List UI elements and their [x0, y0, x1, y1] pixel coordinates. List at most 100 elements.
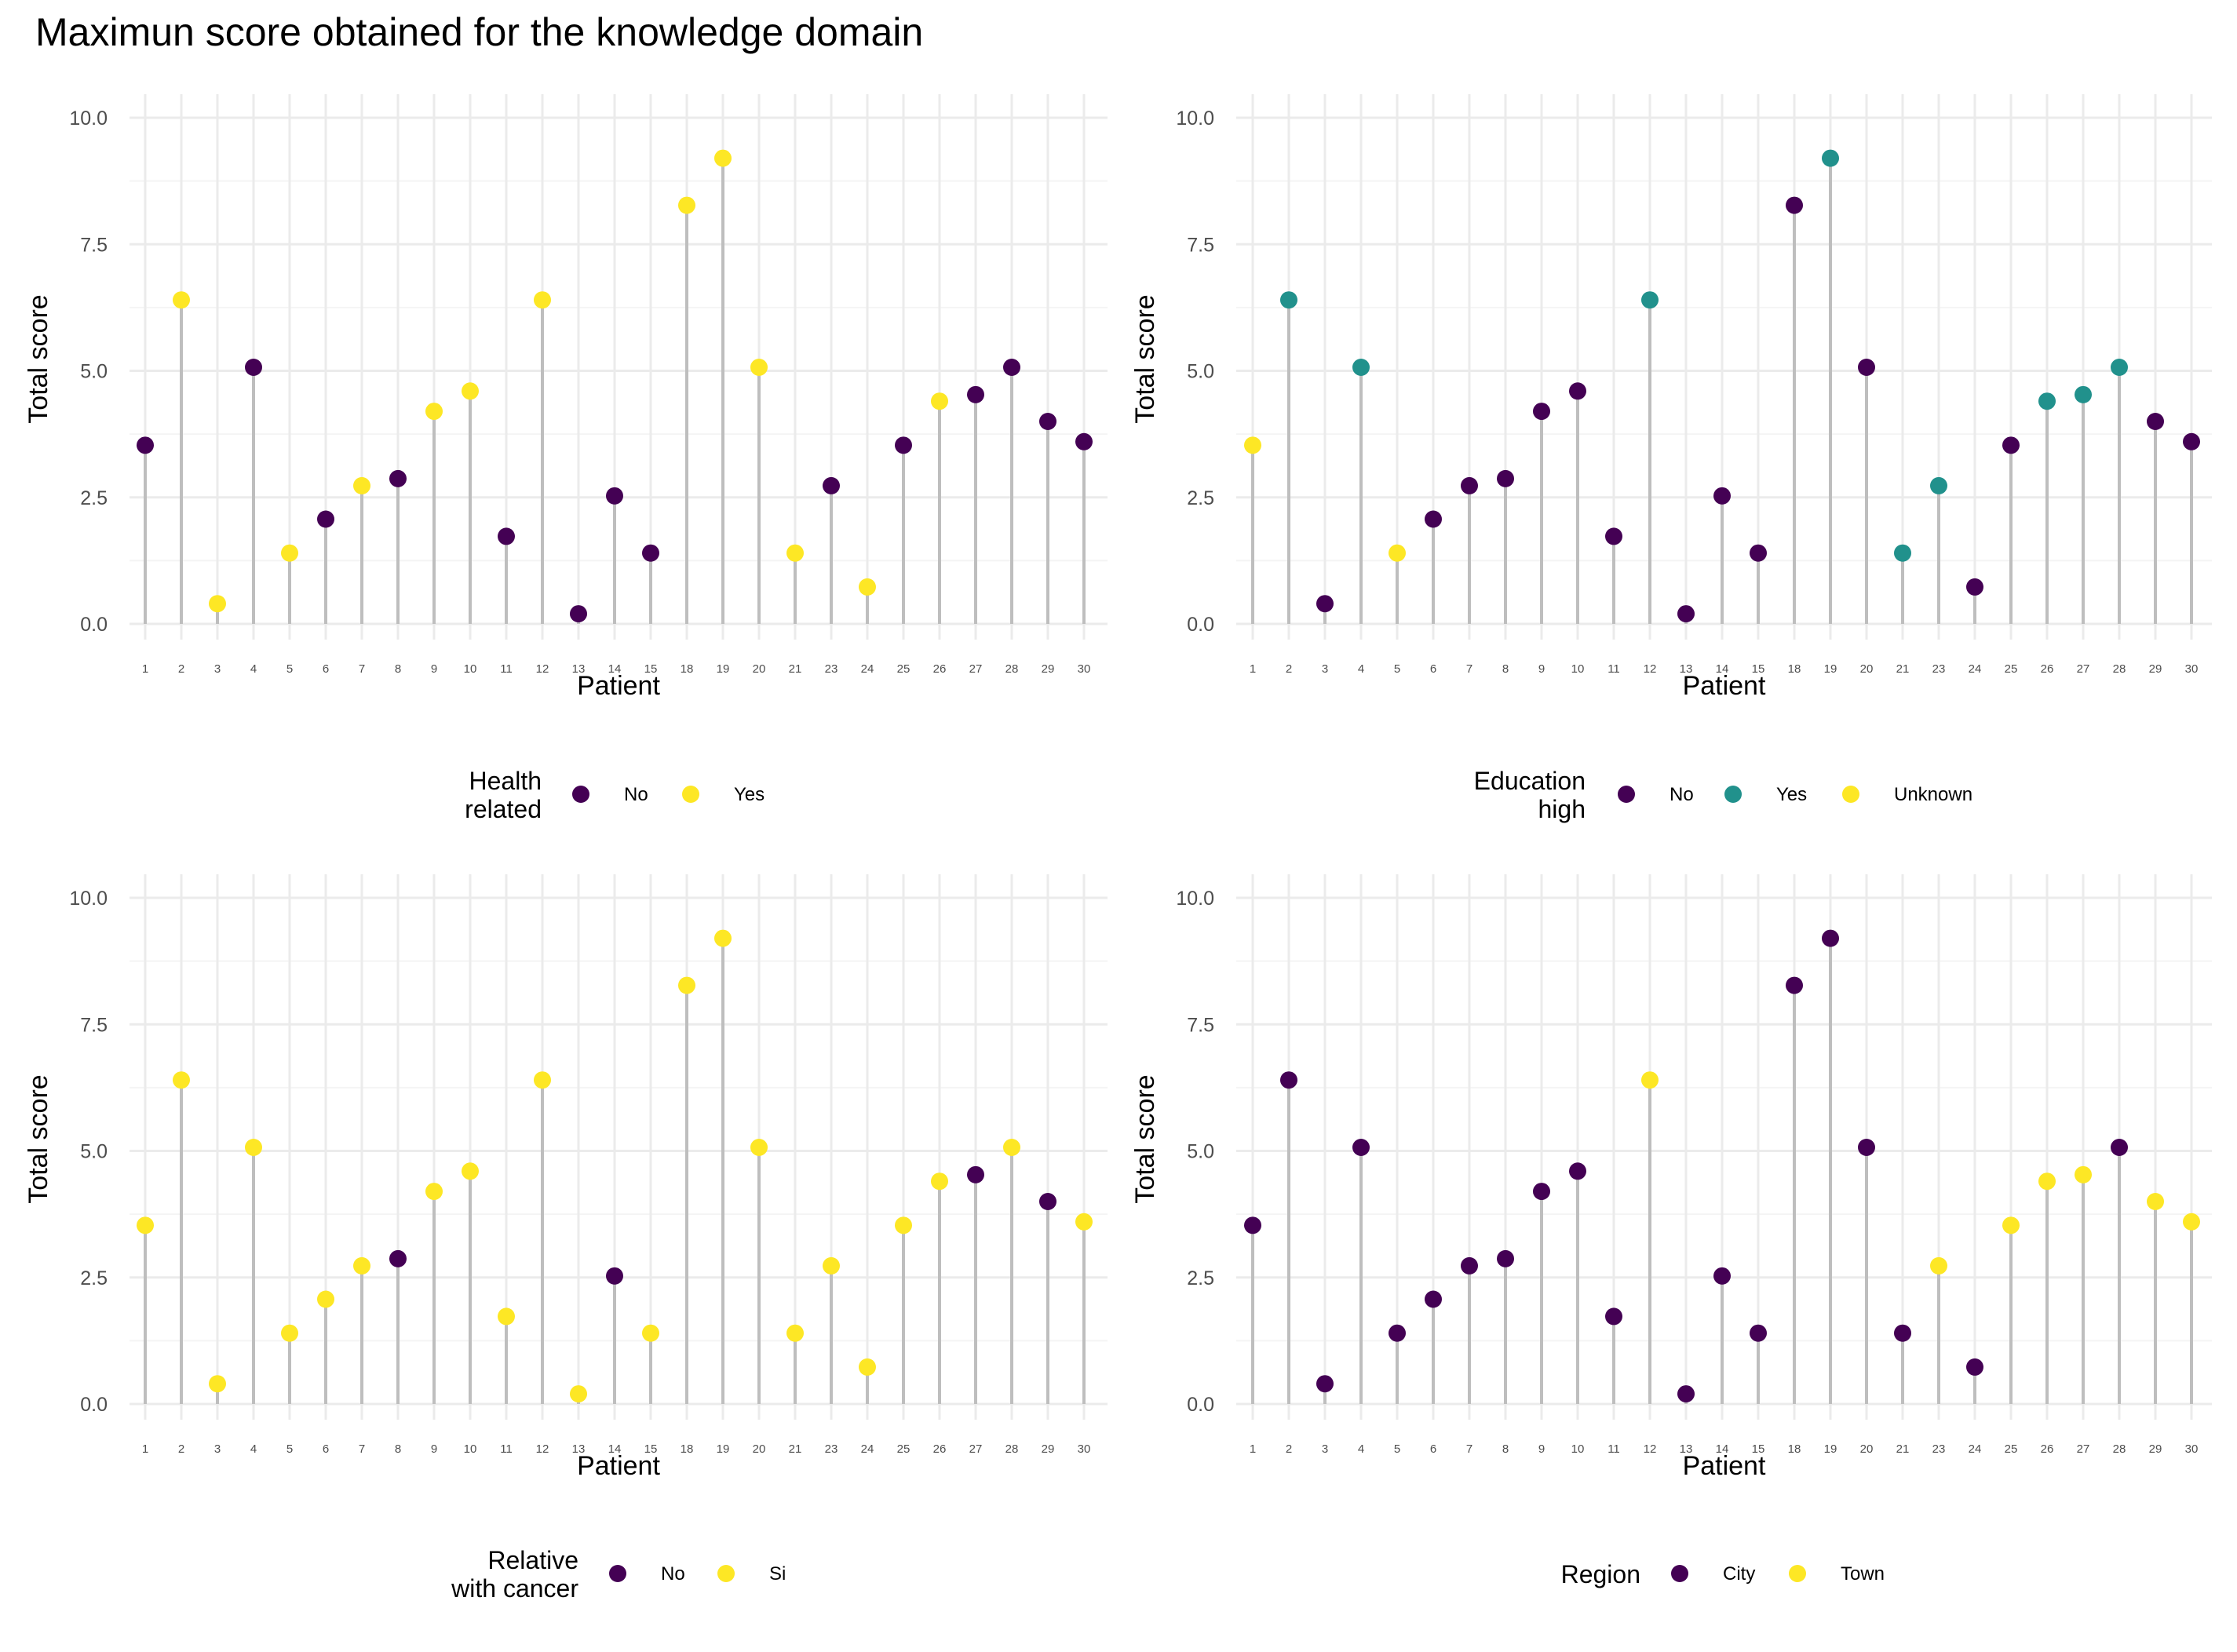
data-point — [1822, 149, 1839, 167]
y-tick-label: 2.5 — [80, 1267, 108, 1289]
x-tick-label: 24 — [1969, 1442, 1982, 1456]
x-tick-label: 20 — [753, 1442, 766, 1456]
data-point — [1461, 476, 1478, 494]
data-point — [209, 595, 226, 613]
data-point — [2111, 1138, 2128, 1156]
data-point — [1569, 1162, 1586, 1180]
x-tick-label: 29 — [1042, 1442, 1055, 1456]
data-point — [1894, 1324, 1911, 1342]
data-point — [1244, 436, 1261, 454]
legend-label: Si — [769, 1563, 786, 1585]
x-tick-label: 18 — [1788, 1442, 1801, 1456]
x-tick-label: 3 — [1322, 662, 1328, 676]
x-tick-label: 26 — [2041, 1442, 2054, 1456]
x-tick-label: 21 — [1896, 1442, 1910, 1456]
x-tick-label: 3 — [214, 1442, 221, 1456]
data-point — [1352, 358, 1370, 376]
data-point — [425, 1183, 443, 1201]
legend-label: No — [624, 784, 648, 805]
x-tick-label: 13 — [1680, 662, 1693, 676]
x-tick-label: 7 — [359, 1442, 365, 1456]
x-tick-label: 20 — [1860, 662, 1874, 676]
y-tick-label: 0.0 — [80, 1394, 108, 1416]
data-point — [1822, 929, 1839, 947]
data-point — [462, 1162, 479, 1180]
data-point — [570, 1385, 587, 1403]
x-tick-label: 30 — [2185, 662, 2199, 676]
data-point — [786, 1324, 804, 1342]
data-point — [2038, 392, 2056, 410]
chart-panel-3: 0.02.55.07.510.01 2 3 4 5 6 7 8 9 10 11 12 13 14 15 18 1… — [24, 874, 1108, 1603]
x-tick-label: 11 — [500, 1442, 513, 1456]
x-tick-label: 18 — [681, 662, 694, 676]
x-tick-label: 27 — [969, 1442, 983, 1456]
x-tick-label: 28 — [1005, 1442, 1019, 1456]
data-point — [245, 358, 262, 376]
data-point — [1280, 1071, 1297, 1089]
data-point — [1605, 1307, 1622, 1326]
x-tick-label: 25 — [897, 1442, 910, 1456]
data-point — [714, 149, 732, 167]
x-tick-label: 4 — [250, 1442, 257, 1456]
data-point — [2183, 1213, 2200, 1231]
data-point — [1858, 358, 1875, 376]
x-tick-label: 4 — [1358, 662, 1364, 676]
x-tick-label: 6 — [1430, 662, 1436, 676]
y-tick-label: 0.0 — [80, 614, 108, 636]
x-tick-label: 12 — [536, 1442, 549, 1456]
x-tick-label: 23 — [825, 1442, 838, 1456]
data-point — [1425, 510, 1442, 528]
data-point — [1677, 605, 1695, 623]
x-tick-label: 14 — [608, 1442, 622, 1456]
legend-key — [1618, 786, 1635, 803]
data-point — [1858, 1138, 1875, 1156]
y-tick-label: 7.5 — [80, 234, 108, 256]
panels: 0.02.55.07.510.01 2 3 4 5 6 7 8 9 10 11 12 13 14 15 18 1… — [24, 94, 2212, 1603]
legend-label: No — [1670, 784, 1694, 805]
data-point — [1677, 1385, 1695, 1403]
data-point — [209, 1375, 226, 1393]
data-point — [317, 510, 334, 528]
data-point — [1750, 544, 1767, 562]
x-tick-label: 30 — [2185, 1442, 2199, 1456]
data-point — [2147, 1193, 2164, 1210]
y-tick-label: 5.0 — [1187, 361, 1214, 383]
data-point — [1533, 1183, 1550, 1201]
x-tick-label: 26 — [933, 662, 947, 676]
data-point — [2111, 358, 2128, 376]
y-tick-label: 2.5 — [1187, 487, 1214, 509]
figure-title: Maximun score obtained for the knowledge… — [35, 10, 923, 54]
x-tick-label: 28 — [2113, 1442, 2126, 1456]
x-tick-label: 3 — [1322, 1442, 1328, 1456]
legend-label: Yes — [734, 784, 765, 805]
x-tick-label: 8 — [395, 1442, 401, 1456]
x-tick-label: 15 — [1752, 1442, 1765, 1456]
data-point — [642, 544, 659, 562]
x-tick-label: 2 — [1286, 1442, 1292, 1456]
x-tick-label: 21 — [789, 1442, 802, 1456]
data-point — [498, 527, 515, 545]
y-tick-label: 5.0 — [80, 361, 108, 383]
x-tick-label: 4 — [1358, 1442, 1364, 1456]
legend-key — [572, 786, 589, 803]
data-point — [823, 476, 840, 494]
y-axis-title: Total score — [1130, 1074, 1160, 1203]
x-tick-label: 1 — [142, 1442, 148, 1456]
chart-panel-1: 0.02.55.07.510.01 2 3 4 5 6 7 8 9 10 11 12 13 14 15 18 1… — [24, 94, 1108, 823]
x-tick-label: 9 — [1538, 1442, 1545, 1456]
x-tick-label: 14 — [1716, 662, 1729, 676]
x-tick-label: 5 — [1394, 1442, 1400, 1456]
y-tick-label: 0.0 — [1187, 1394, 1214, 1416]
x-tick-label: 19 — [1824, 662, 1837, 676]
chart-panel-4: 0.02.55.07.510.01 2 3 4 5 6 7 8 9 10 11 12 13 14 15 18 1… — [1130, 874, 2212, 1588]
legend-title: Relative — [487, 1546, 578, 1574]
data-point — [1966, 578, 1983, 596]
x-tick-label: 28 — [2113, 662, 2126, 676]
x-tick-label: 27 — [2077, 1442, 2090, 1456]
x-tick-label: 7 — [1466, 662, 1472, 676]
data-point — [714, 929, 732, 947]
x-axis-title: Patient — [1683, 671, 1766, 701]
legend-key — [682, 786, 699, 803]
data-point — [1786, 976, 1803, 994]
